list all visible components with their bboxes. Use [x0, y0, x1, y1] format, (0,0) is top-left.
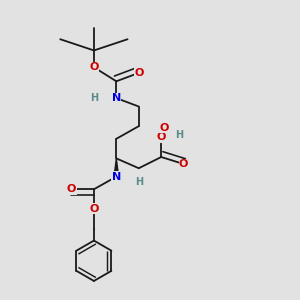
- Text: H: H: [135, 177, 143, 187]
- Text: O: O: [179, 159, 188, 169]
- Text: N: N: [112, 93, 121, 103]
- Text: H: H: [90, 93, 98, 103]
- Text: O: O: [134, 68, 143, 78]
- Text: O: O: [67, 184, 76, 194]
- Text: H: H: [176, 130, 184, 140]
- Text: O: O: [89, 62, 99, 72]
- Text: O: O: [157, 132, 166, 142]
- Polygon shape: [114, 158, 118, 177]
- Text: O: O: [159, 123, 169, 133]
- Text: O: O: [89, 204, 99, 214]
- Text: N: N: [112, 172, 121, 182]
